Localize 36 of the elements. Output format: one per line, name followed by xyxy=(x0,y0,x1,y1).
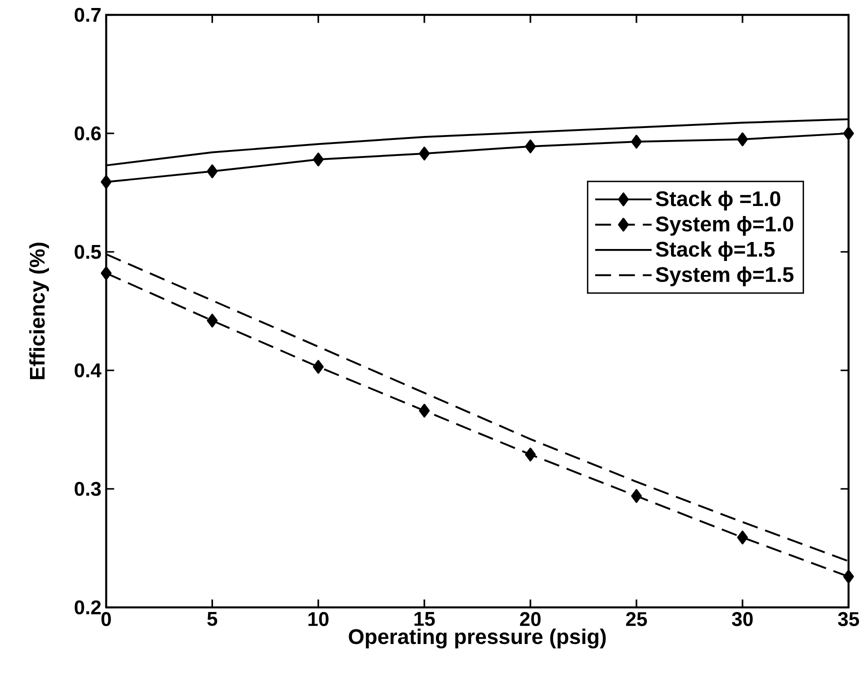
point xyxy=(100,175,112,189)
x-tick-label: 0 xyxy=(101,612,111,626)
point xyxy=(312,152,324,166)
y-tick-label: 0.2 xyxy=(74,600,101,615)
legend-label: System ϕ=1.0 xyxy=(656,216,794,236)
legend-label: Stack ϕ=1.5 xyxy=(656,241,775,262)
y-tick-label: 0.3 xyxy=(74,482,101,496)
y-tick-label: 0.4 xyxy=(74,363,102,378)
x-tick-label: 35 xyxy=(838,612,860,626)
point xyxy=(206,164,218,178)
y-axis-title: Efficiency (%) xyxy=(29,242,49,380)
y-tick-label: 0.7 xyxy=(74,8,101,22)
point xyxy=(525,448,536,462)
point xyxy=(312,360,324,374)
point xyxy=(206,314,218,328)
point xyxy=(737,132,748,146)
x-tick-label: 10 xyxy=(308,612,329,626)
point xyxy=(843,570,854,584)
x-tick-label: 30 xyxy=(732,612,753,626)
x-tick-label: 15 xyxy=(414,612,435,626)
point xyxy=(737,530,748,544)
point xyxy=(100,266,112,280)
y-tick-label: 0.6 xyxy=(74,126,101,141)
point xyxy=(631,489,642,503)
point xyxy=(418,146,430,161)
x-tick-label: 25 xyxy=(626,612,647,626)
point xyxy=(843,126,854,140)
x-tick-label: 5 xyxy=(207,612,218,626)
point xyxy=(418,404,430,418)
x-tick-label: 20 xyxy=(520,612,541,626)
y-tick-label: 0.5 xyxy=(74,244,101,260)
legend-label: System ϕ=1.5 xyxy=(656,266,794,286)
point xyxy=(525,140,536,154)
x-axis-title: Operating pressure (psig) xyxy=(348,628,606,649)
legend-label: Stack ϕ =1.0 xyxy=(656,190,780,211)
point xyxy=(631,134,642,149)
